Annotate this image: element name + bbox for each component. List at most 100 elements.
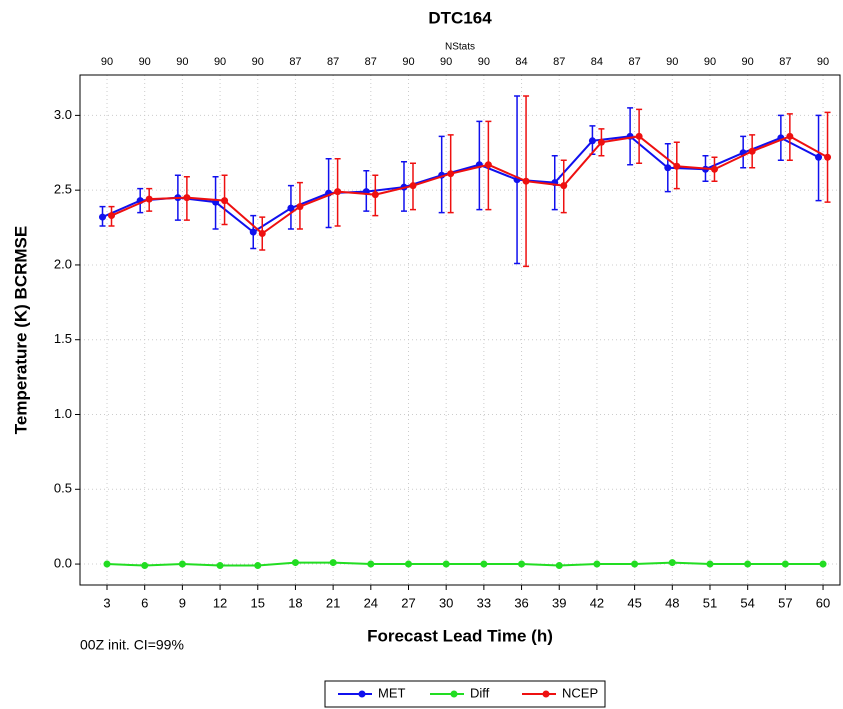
x-tick-label: 33 <box>477 595 491 610</box>
nstats-label: 90 <box>402 56 414 68</box>
x-tick-label: 39 <box>552 595 566 610</box>
y-axis-label: Temperature (K) BCRMSE <box>11 226 30 434</box>
point <box>404 560 412 568</box>
point <box>664 164 672 172</box>
x-tick-label: 21 <box>326 595 340 610</box>
point <box>710 165 718 173</box>
legend-label: Diff <box>470 685 490 700</box>
point <box>555 562 563 570</box>
y-tick-label: 2.0 <box>54 256 72 271</box>
point <box>631 560 639 568</box>
point <box>588 137 596 145</box>
point <box>748 147 756 155</box>
x-tick-label: 15 <box>251 595 265 610</box>
point <box>786 132 794 140</box>
point <box>484 161 492 169</box>
point <box>824 153 832 161</box>
point <box>560 182 568 190</box>
nstats-label: 90 <box>214 56 226 68</box>
point <box>258 230 266 238</box>
point <box>103 560 111 568</box>
nstats-label: 90 <box>252 56 264 68</box>
point <box>371 191 379 199</box>
point <box>334 188 342 196</box>
point <box>221 197 229 205</box>
point <box>518 560 526 568</box>
x-tick-label: 18 <box>288 595 302 610</box>
point <box>668 559 676 567</box>
nstats-label: 87 <box>327 56 339 68</box>
chart-title: DTC164 <box>428 8 492 27</box>
x-tick-label: 60 <box>816 595 830 610</box>
point <box>706 560 714 568</box>
point <box>183 194 191 202</box>
point <box>99 213 107 221</box>
nstats-label: 90 <box>817 56 829 68</box>
point <box>296 203 304 211</box>
y-tick-label: 2.5 <box>54 182 72 197</box>
legend-marker <box>450 690 458 698</box>
point <box>597 138 605 146</box>
point <box>178 560 186 568</box>
y-tick-label: 3.0 <box>54 107 72 122</box>
top-axis-label: NStats <box>445 42 475 53</box>
x-tick-label: 36 <box>514 595 528 610</box>
legend-marker <box>358 690 366 698</box>
point <box>815 153 823 161</box>
annotation: 00Z init. CI=99% <box>80 637 184 653</box>
point <box>216 562 224 570</box>
x-tick-label: 54 <box>740 595 754 610</box>
point <box>635 132 643 140</box>
point <box>141 562 149 570</box>
nstats-label: 90 <box>176 56 188 68</box>
y-tick-label: 0.0 <box>54 555 72 570</box>
point <box>254 562 262 570</box>
x-tick-label: 9 <box>179 595 186 610</box>
series-line <box>106 561 824 567</box>
x-tick-label: 45 <box>627 595 641 610</box>
nstats-label: 90 <box>101 56 113 68</box>
point <box>819 560 827 568</box>
y-tick-label: 0.5 <box>54 481 72 496</box>
point <box>593 560 601 568</box>
point <box>291 559 299 567</box>
nstats-label: 87 <box>365 56 377 68</box>
nstats-label: 87 <box>289 56 301 68</box>
point <box>409 182 417 190</box>
nstats-label: 84 <box>591 56 603 68</box>
point <box>287 204 295 212</box>
nstats-label: 90 <box>139 56 151 68</box>
nstats-label: 90 <box>704 56 716 68</box>
point <box>522 177 530 185</box>
point <box>744 560 752 568</box>
point <box>367 560 375 568</box>
x-tick-label: 3 <box>103 595 110 610</box>
x-tick-label: 30 <box>439 595 453 610</box>
point <box>329 559 337 567</box>
point <box>108 212 116 220</box>
nstats-label: 84 <box>515 56 527 68</box>
series-line <box>111 135 829 235</box>
x-tick-label: 51 <box>703 595 717 610</box>
x-tick-label: 42 <box>590 595 604 610</box>
point <box>480 560 488 568</box>
legend-label: MET <box>378 685 406 700</box>
x-axis-label: Forecast Lead Time (h) <box>367 626 553 645</box>
point <box>442 560 450 568</box>
legend-label: NCEP <box>562 685 598 700</box>
point <box>447 170 455 178</box>
x-tick-label: 57 <box>778 595 792 610</box>
series-line <box>102 135 819 234</box>
x-tick-label: 12 <box>213 595 227 610</box>
legend-marker <box>542 690 550 698</box>
nstats-label: 87 <box>553 56 565 68</box>
x-tick-label: 27 <box>401 595 415 610</box>
point <box>145 195 153 203</box>
nstats-label: 90 <box>742 56 754 68</box>
plot-frame <box>79 74 841 586</box>
x-tick-label: 6 <box>141 595 148 610</box>
nstats-label: 87 <box>628 56 640 68</box>
point <box>249 228 257 236</box>
point <box>673 162 681 170</box>
